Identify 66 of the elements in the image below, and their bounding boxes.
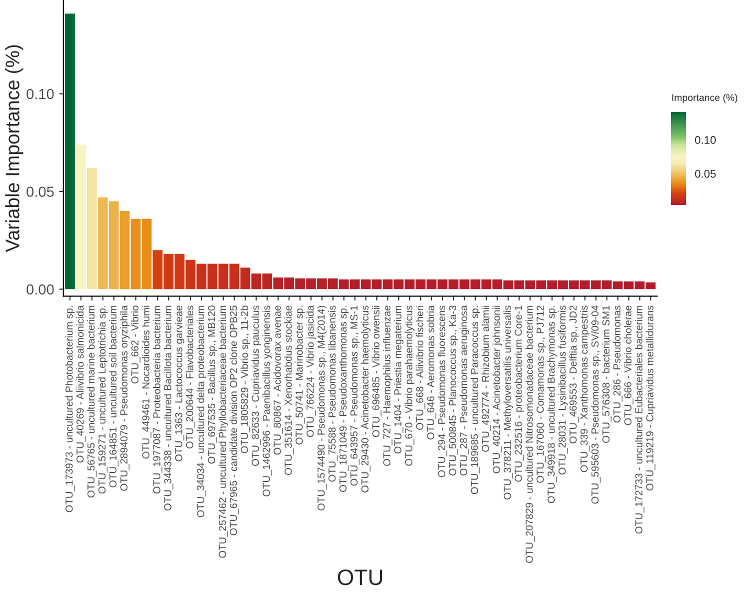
x-tick-label: OTU_1805829 - Vibrio sp., 11-2b bbox=[240, 306, 250, 454]
x-tick-label: OTU_207829 - uncultured Nitrosomonadaceae bacterium bbox=[525, 306, 535, 563]
y-tick-label: 0.00 bbox=[26, 284, 54, 295]
x-tick-label: OTU_75588 - Pseudomonas libanensis bbox=[328, 306, 338, 482]
bar bbox=[76, 144, 86, 290]
x-tick-label: OTU_339 - Xanthomonas campestris bbox=[580, 306, 590, 472]
x-tick-label: OTU_643957 - Pseudomonas sp., MS-1 bbox=[350, 306, 360, 486]
bar bbox=[86, 168, 97, 290]
x-tick-label: OTU_232516 - proteobacterium Core-1 bbox=[514, 306, 524, 482]
x-tick-label: OTU_1574490 - Pseudomonas sp., M4(2014) bbox=[317, 306, 327, 510]
color-bar-label: 0.05 bbox=[695, 170, 716, 178]
x-tick-label: OTU_29430 - Acinetobacter haemolyticus bbox=[361, 306, 371, 492]
x-tick-label: OTU_2894079 - Pseudomonas oryziphila bbox=[120, 305, 130, 491]
x-tick-label: OTU_34034 - uncultured delta proteobacterium bbox=[196, 306, 206, 518]
x-tick-label: OTU_492774 - Rhizobium alamii bbox=[482, 306, 491, 452]
x-tick-label: OTU_40214 - Acinetobacter johnsonii bbox=[492, 306, 502, 474]
x-tick-label: OTU_40269 - Aliivibrio salmonicida bbox=[76, 305, 86, 463]
x-tick-label: OTU_82633 - Cupriavidus pauculus bbox=[252, 306, 261, 466]
x-tick-label: OTU_50741 - Marinobacter sp. bbox=[295, 306, 305, 445]
x-tick-label: OTU_67965 - candidate division OP2 clone OPB25 bbox=[230, 306, 239, 536]
bar bbox=[65, 14, 75, 290]
y-tick-label: 0.10 bbox=[26, 88, 54, 100]
x-tick-label: OTU_349918 - uncultured Brachymonas sp. bbox=[547, 306, 557, 504]
x-tick-label: OTU_727 - Haemophilus influenzae bbox=[382, 306, 392, 466]
x-tick-label: OTU_189685 - uncultured Paracoccus sp. bbox=[470, 306, 480, 494]
x-tick-label: OTU_668 - Aliivibrio fischeri bbox=[416, 306, 426, 430]
x-tick-label: OTU_167060 - Comamonas sp., PJ712 bbox=[536, 306, 546, 483]
y-axis-title: Variable Importance (%) bbox=[5, 45, 24, 252]
x-tick-label: OTU_500845 - Planococcus sp., Ka-3 bbox=[448, 306, 458, 476]
x-tick-label: OTU_766224 - Vibrio jasicida bbox=[306, 305, 316, 438]
x-tick-label: OTU_1462996 - Paenibacillus yonginensis bbox=[262, 306, 272, 496]
x-tick-label: OTU_1404 - Priestia megaterium bbox=[394, 306, 404, 454]
x-tick-label: OTU_1977087 - Proteobacteria bacterium bbox=[152, 306, 162, 494]
color-bar-label: 0.10 bbox=[695, 136, 716, 144]
x-tick-label: OTU_257462 - uncultured Phyllobacteriaceae bacterium bbox=[218, 306, 228, 558]
x-tick-label: OTU_697535 - Bacillus sp., MB120 bbox=[208, 306, 218, 464]
x-tick-label: OTU_159271 - uncultured Leptotrichia sp. bbox=[98, 306, 108, 494]
x-tick-label: OTU_1363 - Lactococcus garvieae bbox=[174, 306, 184, 462]
x-tick-label: OTU_56765 - uncultured marine bacterium bbox=[87, 306, 97, 498]
x-tick-label: OTU_80867 - Acidovorax avenae bbox=[273, 306, 283, 455]
x-tick-label: OTU_28031 - Lysinibacillus fusiformis bbox=[558, 306, 568, 475]
x-tick-label: OTU_173973 - uncultured Photobacterium sp. bbox=[65, 306, 75, 512]
x-tick-label: OTU_696485 - Vibrio owensii bbox=[372, 306, 382, 438]
x-tick-label: OTU_595603 - Pseudomonas sp., SV/09-04 bbox=[591, 306, 601, 504]
x-tick-label: OTU_294 - Pseudomonas fluorescens bbox=[438, 306, 448, 478]
x-tick-label: OTU_344338 - uncultured Bacillota bacterium bbox=[164, 306, 174, 510]
x-tick-label: OTU_1871049 - Pseudoxanthomonas sp. bbox=[339, 306, 349, 492]
x-tick-label: OTU_670 - Vibrio parahaemolyticus bbox=[404, 306, 414, 466]
x-tick-label: OTU_469553 - Delftia sp., JD2 bbox=[569, 306, 579, 444]
x-tick-label: OTU_286 - Pseudomonas bbox=[613, 306, 622, 423]
x-tick-label: OTU_351614 - Xenorhabdus stockiae bbox=[284, 306, 294, 475]
bar bbox=[120, 211, 130, 290]
x-tick-label: OTU_200644 - Flavobacteriales bbox=[186, 306, 196, 448]
x-axis-title: OTU bbox=[338, 569, 382, 586]
x-tick-label: OTU_646 - Aeromonas sobria bbox=[426, 305, 436, 440]
x-tick-label: OTU_576308 - bacterium SM1 bbox=[602, 306, 612, 443]
x-tick-label: OTU_666 - Vibrio cholerae bbox=[624, 306, 634, 426]
x-tick-label: OTU_164851 - uncultured soil bacterium bbox=[109, 306, 118, 488]
x-tick-label: OTU_449461 - Nocardioides humi bbox=[142, 306, 152, 459]
x-tick-label: OTU_119219 - Cupriavidus metallidurans bbox=[646, 306, 656, 491]
y-tick-label: 0.05 bbox=[26, 186, 54, 197]
color-bar-title: Importance (%) bbox=[672, 94, 738, 103]
x-tick-label: OTU_172733 - uncultured Eubacteriales bacterium bbox=[634, 306, 644, 534]
x-tick-label: OTU_662 - Vibrio bbox=[130, 306, 140, 384]
x-tick-label: OTU_287 - Pseudomonas aeruginosa bbox=[460, 305, 470, 476]
x-tick-label: OTU_378211 - Methyloversatilis universalis bbox=[504, 306, 513, 500]
